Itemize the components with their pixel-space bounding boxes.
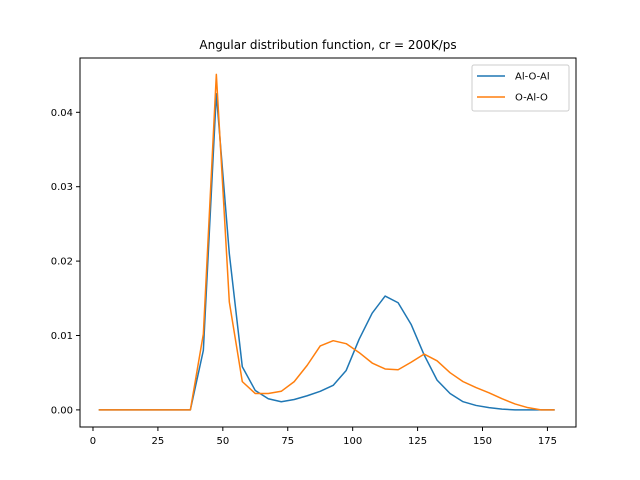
legend-label: O-Al-O — [515, 93, 548, 104]
axis-ticks: 0 25 50 75 100 125 150 175 0.00 0.01 0.02 0.03 0.04 — [51, 108, 557, 447]
series-line-al-o-al — [98, 92, 555, 411]
y-tick-label: 0.04 — [51, 108, 73, 119]
series-layer — [98, 73, 555, 411]
x-tick-label: 100 — [343, 436, 362, 447]
axes-frame — [79, 57, 577, 428]
x-tick-label: 75 — [281, 436, 294, 447]
y-tick-label: 0.01 — [51, 331, 73, 342]
legend-label: Al-O-Al — [515, 72, 550, 83]
x-tick-label: 25 — [152, 436, 165, 447]
x-tick-label: 175 — [538, 436, 557, 447]
legend: Al-O-Al O-Al-O — [471, 64, 570, 112]
y-tick-label: 0.02 — [51, 257, 73, 268]
x-tick-label: 50 — [216, 436, 229, 447]
chart-title: Angular distribution function, cr = 200K… — [199, 38, 456, 52]
series-line-o-al-o — [98, 73, 555, 411]
y-tick-label: 0.00 — [51, 405, 73, 416]
x-tick-label: 125 — [408, 436, 427, 447]
x-tick-label: 0 — [90, 436, 96, 447]
x-tick-label: 150 — [473, 436, 492, 447]
y-tick-label: 0.03 — [51, 182, 73, 193]
